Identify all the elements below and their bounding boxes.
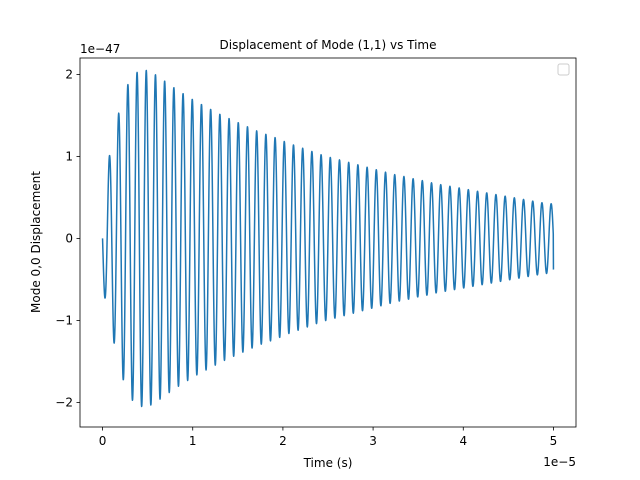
y-tick-label: 1: [65, 149, 73, 163]
legend-box: [557, 63, 570, 76]
axes-frame: [79, 57, 577, 428]
x-tick-label: 0: [99, 434, 107, 448]
series-line: [101, 69, 555, 408]
y-tick-label: −2: [55, 395, 73, 409]
x-tick-label: 2: [279, 434, 287, 448]
x-tick-label: 5: [550, 434, 558, 448]
x-tick-label: 3: [369, 434, 377, 448]
x-offset-text: 1e−5: [543, 455, 576, 469]
x-axis-ticks: 0 1 2 3 4 5: [99, 427, 558, 448]
x-tick-label: 1: [189, 434, 197, 448]
x-axis-label: Time (s): [303, 456, 353, 470]
y-axis-label: Mode 0,0 Displacement: [29, 171, 43, 313]
x-tick-label: 4: [459, 434, 467, 448]
y-tick-label: −1: [55, 313, 73, 327]
y-offset-text: 1e−47: [80, 42, 120, 56]
plot-area: [101, 69, 555, 408]
y-tick-label: 0: [65, 231, 73, 245]
y-axis-ticks: −2 −1 0 1 2: [55, 67, 80, 409]
chart-title: Displacement of Mode (1,1) vs Time: [220, 38, 437, 52]
y-tick-label: 2: [65, 67, 73, 81]
